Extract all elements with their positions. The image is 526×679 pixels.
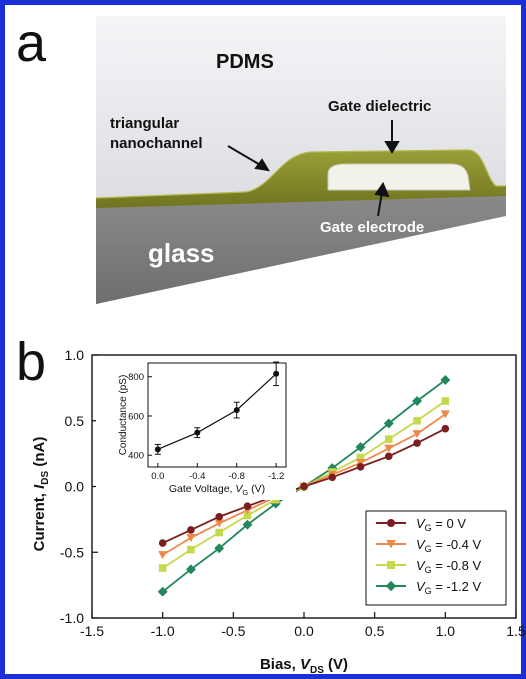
y-tick-label: 0.0 (65, 479, 85, 495)
y-tick-label: -1.0 (60, 610, 84, 626)
data-point (412, 396, 423, 406)
data-point (158, 564, 167, 572)
inset-y-tick-label: 800 (128, 372, 144, 383)
data-point (186, 533, 196, 542)
data-point (385, 435, 393, 443)
data-point (185, 564, 196, 575)
data-point (441, 397, 450, 405)
inset-frame (147, 362, 287, 468)
data-point (215, 528, 223, 537)
data-point (328, 473, 337, 482)
data-point (158, 539, 167, 547)
legend-label: VG = -0.8 V (416, 558, 482, 575)
x-tick-label: -1.0 (151, 623, 175, 639)
gate-dielectric-label: Gate dielectric (328, 98, 431, 115)
glass-label: glass (148, 238, 215, 268)
inset-x-tick-label: -0.8 (229, 471, 245, 482)
x-tick-label: -1.5 (80, 623, 104, 639)
legend-label: VG = -1.2 V (416, 579, 482, 596)
gate-electrode-block (327, 163, 471, 191)
legend-label: VG = -0.4 V (416, 537, 482, 554)
inset-line (157, 373, 277, 450)
triangular-label: triangular (110, 115, 179, 132)
iv-chart: -1.5 -1.0 -0.5 0.0 0.5 1.0 1.5-1.0-0.50.00.51.… (31, 347, 526, 676)
y-tick-label: -0.5 (60, 544, 84, 560)
nanochannel-arrow (227, 145, 270, 172)
data-point (383, 418, 394, 429)
panel-a-illustration: PDMS triangular nanochannel Gate dielect… (96, 16, 506, 304)
inset-x-axis-title: Gate Voltage, VG (V) (169, 483, 265, 497)
inset-background (96, 358, 296, 500)
dielectric-arrow (384, 120, 400, 154)
data-point (300, 482, 308, 491)
legend-marker (387, 519, 395, 527)
inset-data-point (154, 446, 161, 453)
y-axis-title: Current, IDS (nA) (31, 437, 51, 552)
x-tick-label: 1.5 (506, 623, 526, 639)
gate-electrode-label: Gate electrode (320, 219, 424, 236)
x-tick-label: 1.0 (436, 623, 456, 639)
legend-label: VG = 0 V (416, 516, 466, 533)
panel-b-letter: b (16, 332, 47, 392)
data-point (187, 545, 195, 554)
inset-y-tick-label: 600 (128, 411, 144, 422)
data-point (355, 442, 366, 452)
data-point (413, 439, 421, 447)
data-point (412, 430, 422, 439)
legend-marker (386, 540, 396, 549)
inset-data-point (194, 429, 201, 436)
data-point (356, 453, 365, 462)
inset-y-axis-title: Conductance (pS) (118, 375, 129, 456)
pdms-label: PDMS (216, 51, 274, 73)
data-point (215, 512, 223, 521)
inset-x-tick-label: -1.2 (268, 471, 284, 482)
electrode-arrow (374, 181, 390, 217)
data-point (187, 526, 195, 534)
data-point (214, 519, 224, 528)
data-point (441, 424, 450, 433)
y-tick-label: 0.5 (65, 413, 85, 429)
panel-a-letter: a (16, 13, 47, 73)
x-tick-label: -0.5 (221, 623, 245, 639)
data-point (158, 551, 168, 560)
data-point (384, 444, 394, 453)
inset-data-point (273, 370, 280, 377)
inset-y-tick-label: 400 (128, 451, 144, 462)
x-axis-title: Bias, VDS (V) (260, 656, 348, 676)
x-tick-label: 0.5 (365, 623, 385, 639)
nanochannel-label: nanochannel (110, 135, 203, 152)
data-point (242, 519, 253, 530)
legend-marker (387, 561, 395, 569)
data-point (413, 416, 421, 425)
data-point (440, 410, 450, 419)
data-point (440, 375, 451, 385)
x-tick-label: 0.0 (294, 623, 314, 639)
data-point (243, 502, 252, 511)
data-point (243, 511, 252, 520)
data-point (356, 462, 365, 471)
data-point (385, 452, 393, 461)
legend-marker (385, 580, 397, 592)
inset-data-point (233, 407, 240, 414)
inset-x-tick-label: 0.0 (151, 471, 164, 482)
y-tick-label: 1.0 (65, 347, 85, 363)
inset-x-tick-label: -0.4 (189, 471, 205, 482)
legend: VG = 0 V VG = -0.4 V VG = -0.8 V VG = -1.2 … (365, 510, 507, 606)
